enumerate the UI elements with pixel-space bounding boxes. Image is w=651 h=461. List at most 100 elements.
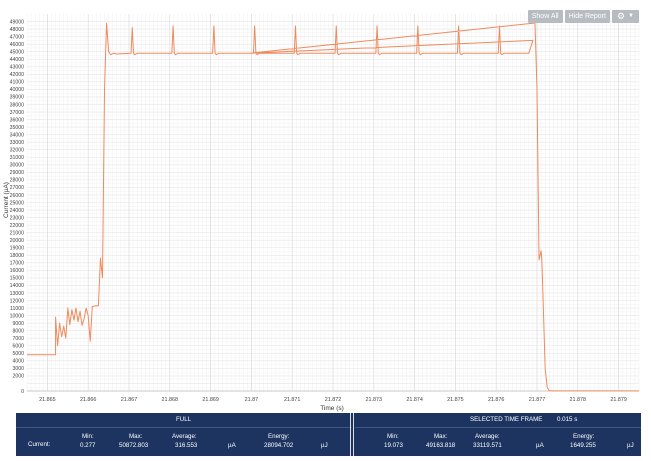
full-report-pane: FULL Current: Min: 0.277 Max: 50872.803 …	[16, 413, 352, 456]
y-tick-label: 12000	[10, 298, 25, 304]
y-tick-label: 0	[21, 389, 24, 395]
y-tick-label: 23000	[10, 215, 25, 221]
selected-report-title: SELECTED TIME FRAME	[470, 416, 543, 423]
report-panel: FULL Current: Min: 0.277 Max: 50872.803 …	[16, 413, 641, 456]
y-tick-label: 26000	[10, 193, 25, 199]
y-tick-label: 33000	[10, 140, 25, 146]
y-tick-label: 13000	[10, 291, 25, 297]
y-tick-label: 25000	[10, 200, 25, 206]
y-tick-label: 22000	[10, 223, 25, 229]
full-energy-value: 28094.702	[264, 442, 294, 449]
full-average-value: 316.553	[175, 442, 198, 449]
full-max-value: 50872.803	[119, 442, 149, 449]
x-tick-label: 21.866	[80, 397, 97, 403]
y-tick-label: 4000	[12, 359, 24, 365]
report-divider	[350, 413, 351, 456]
chart-grid	[26, 14, 640, 392]
y-tick-label: 30000	[10, 163, 25, 169]
gear-icon: ⚙	[616, 11, 626, 21]
y-tick-label: 6000	[12, 344, 24, 350]
x-tick-label: 21.872	[325, 397, 342, 403]
x-tick-label: 21.869	[202, 397, 219, 403]
full-report-title: FULL	[176, 416, 192, 423]
selected-max-label: Max:	[434, 433, 448, 440]
y-tick-label: 35000	[10, 125, 25, 131]
y-tick-label: 24000	[10, 208, 25, 214]
y-tick-label: 48000	[10, 27, 25, 33]
selected-average-value: 33119.571	[473, 442, 502, 449]
y-tick-label: 3000	[12, 366, 24, 372]
x-tick-label: 21.878	[570, 397, 587, 403]
full-energy-unit: µJ	[321, 442, 328, 449]
x-tick-label: 21.867	[121, 397, 138, 403]
y-tick-label: 16000	[10, 268, 25, 274]
y-tick-label: 17000	[10, 261, 25, 267]
y-tick-label: 7000	[12, 336, 24, 342]
x-axis-ticks: 21.865 21.866 21.867 21.868 21.869 21.87 21.87…	[39, 397, 627, 403]
y-tick-label: 43000	[10, 65, 25, 71]
full-current-unit: µA	[228, 442, 236, 449]
selected-current-unit: µA	[536, 442, 544, 449]
x-tick-label: 21.875	[447, 397, 464, 403]
x-tick-label: 21.868	[162, 397, 179, 403]
y-tick-label: 34000	[10, 132, 25, 138]
selected-energy-value: 1649.255	[570, 442, 596, 449]
y-tick-label: 46000	[10, 42, 25, 48]
y-tick-label: 29000	[10, 170, 25, 176]
full-min-label: Min:	[82, 433, 94, 440]
y-tick-label: 36000	[10, 117, 25, 123]
y-tick-label: 18000	[10, 253, 25, 259]
x-tick-label: 21.874	[406, 397, 423, 403]
selected-average-label: Average:	[475, 433, 500, 440]
y-tick-label: 38000	[10, 102, 25, 108]
x-tick-label: 21.873	[366, 397, 383, 403]
series-group	[27, 22, 639, 392]
x-tick-label: 21.879	[610, 397, 627, 403]
selected-max-value: 49163.818	[426, 442, 456, 449]
hide-report-button[interactable]: Hide Report	[564, 10, 610, 23]
show-all-button[interactable]: Show All	[527, 10, 563, 23]
full-max-label: Max:	[129, 433, 143, 440]
y-tick-label: 41000	[10, 80, 25, 86]
y-tick-label: 14000	[10, 283, 25, 289]
y-tick-label: 39000	[10, 95, 25, 101]
x-tick-label: 21.877	[529, 397, 546, 403]
y-tick-label: 49000	[10, 19, 25, 25]
y-tick-label: 8000	[12, 328, 24, 334]
x-axis-label: Time (s)	[320, 405, 344, 412]
full-average-label: Average:	[172, 433, 197, 440]
y-tick-label: 40000	[10, 87, 25, 93]
y-tick-label: 47000	[10, 34, 25, 40]
y-tick-label: 37000	[10, 110, 25, 116]
selected-energy-label: Energy:	[573, 433, 595, 440]
y-tick-label: 11000	[10, 306, 24, 312]
y-tick-label: 28000	[10, 178, 25, 184]
y-tick-label: 31000	[10, 155, 25, 161]
settings-dropdown-button[interactable]: ⚙ ▼	[611, 10, 639, 23]
caret-down-icon: ▼	[628, 13, 634, 19]
x-tick-label: 21.871	[284, 397, 301, 403]
selected-report-pane: SELECTED TIME FRAME 0.015 s Min: 19.073 …	[355, 413, 641, 456]
y-tick-label: 27000	[10, 185, 25, 191]
full-min-value: 0.277	[80, 442, 96, 449]
y-tick-label: 2000	[12, 374, 24, 380]
y-tick-label: 5000	[12, 351, 24, 357]
selected-energy-unit: µJ	[627, 442, 634, 449]
report-divider	[353, 413, 354, 456]
y-tick-label: 9000	[12, 321, 24, 327]
y-tick-label: 15000	[10, 276, 25, 282]
x-tick-label: 21.865	[39, 397, 56, 403]
y-axis-label: Current (µA)	[3, 182, 10, 218]
y-tick-label: 19000	[10, 246, 25, 252]
y-tick-label: 10000	[10, 313, 25, 319]
chart-toolbar: Show All Hide Report ⚙ ▼	[527, 10, 639, 23]
y-tick-label: 21000	[10, 230, 25, 236]
x-tick-label: 21.87	[245, 397, 259, 403]
selected-duration: 0.015 s	[557, 416, 578, 423]
y-tick-label: 45000	[10, 50, 25, 56]
current-series-line	[27, 22, 639, 392]
x-tick-label: 21.876	[488, 397, 505, 403]
y-tick-label: 42000	[10, 72, 25, 78]
